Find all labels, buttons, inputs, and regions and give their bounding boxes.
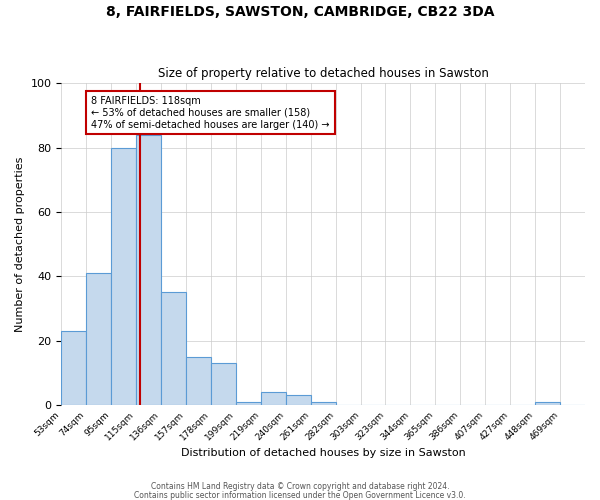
Bar <box>261 392 286 405</box>
Bar <box>311 402 335 405</box>
Bar <box>535 402 560 405</box>
Text: Contains public sector information licensed under the Open Government Licence v3: Contains public sector information licen… <box>134 490 466 500</box>
Bar <box>186 357 211 405</box>
Y-axis label: Number of detached properties: Number of detached properties <box>15 156 25 332</box>
Bar <box>236 402 261 405</box>
Bar <box>161 292 186 405</box>
X-axis label: Distribution of detached houses by size in Sawston: Distribution of detached houses by size … <box>181 448 466 458</box>
Bar <box>211 363 236 405</box>
Bar <box>286 396 311 405</box>
Bar <box>61 331 86 405</box>
Text: Contains HM Land Registry data © Crown copyright and database right 2024.: Contains HM Land Registry data © Crown c… <box>151 482 449 491</box>
Title: Size of property relative to detached houses in Sawston: Size of property relative to detached ho… <box>158 66 488 80</box>
Text: 8, FAIRFIELDS, SAWSTON, CAMBRIDGE, CB22 3DA: 8, FAIRFIELDS, SAWSTON, CAMBRIDGE, CB22 … <box>106 5 494 19</box>
Text: 8 FAIRFIELDS: 118sqm
← 53% of detached houses are smaller (158)
47% of semi-deta: 8 FAIRFIELDS: 118sqm ← 53% of detached h… <box>91 96 330 130</box>
Bar <box>111 148 136 405</box>
Bar <box>86 273 111 405</box>
Bar <box>136 135 161 405</box>
